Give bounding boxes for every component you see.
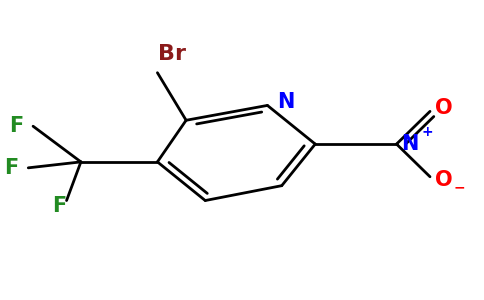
Text: F: F (9, 116, 24, 136)
Text: −: − (454, 180, 466, 194)
Text: F: F (52, 196, 67, 217)
Text: N: N (277, 92, 294, 112)
Text: O: O (435, 98, 453, 118)
Text: +: + (422, 125, 434, 139)
Text: O: O (435, 170, 453, 190)
Text: N: N (401, 134, 419, 154)
Text: F: F (4, 158, 19, 178)
Text: Br: Br (158, 44, 186, 64)
